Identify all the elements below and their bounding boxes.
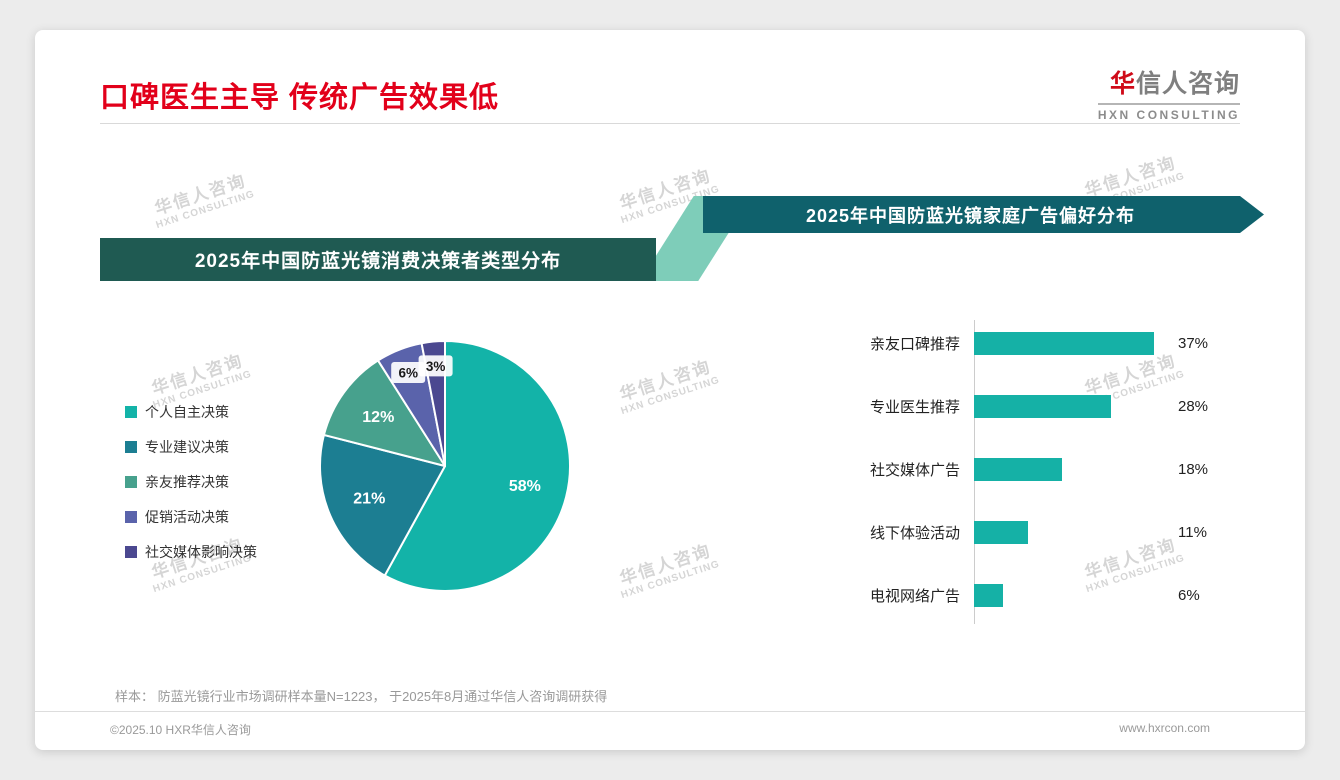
- watermark: 华信人咨询 HXN CONSULTING: [612, 535, 721, 601]
- watermark: 华信人咨询 HXN CONSULTING: [612, 351, 721, 417]
- footer-divider: [35, 711, 1305, 712]
- legend-label: 亲友推荐决策: [145, 474, 229, 490]
- copyright-text: ©2025.10 HXR华信人咨询: [110, 723, 251, 737]
- legend-swatch: [125, 441, 137, 453]
- legend-label: 社交媒体影响决策: [145, 544, 257, 560]
- bar-fill: [974, 584, 1004, 607]
- bar-track: [974, 458, 1169, 481]
- legend-label: 专业建议决策: [145, 439, 229, 455]
- header-divider: [100, 123, 1240, 124]
- bar-row: 电视网络广告 6%: [850, 564, 1290, 627]
- bar-track: [974, 584, 1169, 607]
- bar-track: [974, 395, 1169, 418]
- pie-slice-label: 21%: [353, 490, 385, 507]
- pie-slice: [319, 433, 446, 577]
- bar-value-label: 11%: [1178, 524, 1207, 541]
- slide-card: 华信人咨询 HXN CONSULTING 华信人咨询 HXN CONSULTING 华信…: [35, 30, 1305, 750]
- bar-row: 亲友口碑推荐 37%: [850, 312, 1290, 375]
- logo-subtitle: HXN CONSULTING: [1097, 103, 1240, 122]
- bar-chart: 亲友口碑推荐 37% 专业医生推荐 28% 社交媒体广告 18% 线下体验活动 11% 电视网络…: [850, 312, 1290, 627]
- bar-value-label: 18%: [1178, 461, 1209, 478]
- bar-category-label: 社交媒体广告: [869, 462, 960, 479]
- pie-chart-title-banner: 2025年中国防蓝光镜消费决策者类型分布: [100, 238, 656, 281]
- bar-track: [974, 521, 1169, 544]
- legend-swatch: [125, 406, 137, 418]
- pie-slice: [322, 359, 446, 467]
- watermark-text-en: HXN CONSULTING: [619, 374, 722, 418]
- watermark-text-en: HXN CONSULTING: [619, 558, 722, 602]
- pie-slice: [383, 340, 571, 592]
- bar-fill: [974, 521, 1028, 544]
- bar-category-label: 专业医生推荐: [869, 399, 960, 416]
- watermark-text-cn: 华信人咨询: [149, 350, 246, 399]
- bar-row: 专业医生推荐 28%: [850, 375, 1290, 438]
- logo-accent-char: 华: [1109, 70, 1136, 98]
- watermark: 华信人咨询 HXN CONSULTING: [147, 165, 256, 231]
- legend-item: 亲友推荐决策: [125, 472, 257, 492]
- pie-chart-title: 2025年中国防蓝光镜消费决策者类型分布: [194, 251, 562, 272]
- pie-slice-label: 12%: [362, 409, 394, 426]
- pie-slice-label: 58%: [509, 478, 541, 495]
- bar-category-label: 线下体验活动: [869, 525, 960, 542]
- company-logo: 华信人咨询 HXN CONSULTING: [1097, 64, 1240, 122]
- bar-fill: [974, 332, 1155, 355]
- bar-track: [974, 332, 1169, 355]
- bar-row: 线下体验活动 11%: [850, 501, 1290, 564]
- watermark-text-cn: 华信人咨询: [1082, 152, 1179, 201]
- bar-fill: [974, 458, 1062, 481]
- pie-slice-label: 3%: [426, 359, 446, 374]
- bar-chart-title-banner: 2025年中国防蓝光镜家庭广告偏好分布: [703, 196, 1264, 233]
- bar-fill: [974, 395, 1111, 418]
- legend-item: 个人自主决策: [125, 402, 257, 422]
- bar-category-label: 亲友口碑推荐: [869, 336, 960, 353]
- sample-note: 样本： 防蓝光镜行业市场调研样本量N=1223， 于2025年8月通过华信人咨询…: [115, 689, 608, 704]
- legend-swatch: [125, 476, 137, 488]
- pie-slice-label: 6%: [398, 366, 418, 381]
- legend-item: 专业建议决策: [125, 437, 257, 457]
- logo-text: 华信人咨询: [1098, 64, 1240, 100]
- watermark-text-en: HXN CONSULTING: [154, 188, 257, 232]
- legend-label: 促销活动决策: [145, 509, 229, 525]
- watermark-text-cn: 华信人咨询: [152, 170, 249, 219]
- page-title: 口碑医生主导 传统广告效果低: [100, 82, 500, 114]
- logo-rest-chars: 信人咨询: [1135, 70, 1240, 98]
- legend-item: 社交媒体影响决策: [125, 542, 257, 562]
- pie-chart: 58% 21% 12% 6% 3%: [319, 339, 571, 592]
- legend-swatch: [125, 546, 137, 558]
- pie-small-label-chip: [391, 362, 426, 383]
- legend-item: 促销活动决策: [125, 507, 257, 527]
- website-url: www.hxrcon.com: [1119, 721, 1210, 735]
- watermark-text-cn: 华信人咨询: [617, 356, 714, 405]
- bar-row: 社交媒体广告 18%: [850, 438, 1290, 501]
- bar-category-label: 电视网络广告: [869, 588, 960, 605]
- bar-value-label: 37%: [1178, 335, 1209, 352]
- pie-legend: 个人自主决策 专业建议决策 亲友推荐决策 促销活动决策社交媒体影响决策: [125, 402, 257, 562]
- bar-value-label: 6%: [1178, 587, 1200, 604]
- legend-label: 个人自主决策: [145, 404, 229, 420]
- pie-small-label-chip: [418, 355, 453, 377]
- bar-chart-title: 2025年中国防蓝光镜家庭广告偏好分布: [805, 205, 1136, 226]
- bar-value-label: 28%: [1178, 398, 1209, 415]
- legend-swatch: [125, 511, 137, 523]
- watermark-text-cn: 华信人咨询: [617, 540, 714, 589]
